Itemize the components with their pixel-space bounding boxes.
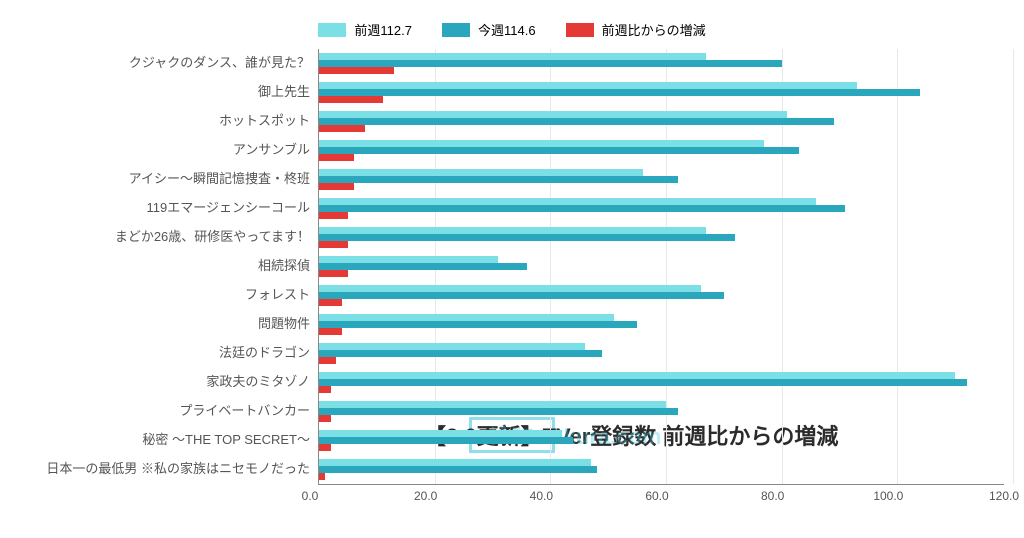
bar — [319, 350, 602, 357]
bar — [319, 466, 597, 473]
bar-row — [319, 194, 1004, 223]
bar — [319, 176, 678, 183]
bar — [319, 408, 678, 415]
y-axis-label: 日本一の最低男 ※私の家族はニセモノだった — [20, 455, 310, 484]
legend-item-delta: 前週比からの増減 — [566, 20, 706, 39]
bar — [319, 125, 365, 132]
bar — [319, 270, 348, 277]
bar — [319, 256, 498, 263]
bar — [319, 234, 735, 241]
y-axis-label: アイシー〜瞬間記憶捜査・柊班 — [20, 165, 310, 194]
x-axis: 0.020.040.060.080.0100.0120.0 — [310, 485, 1004, 505]
legend-item-curr: 今週114.6 — [442, 20, 536, 39]
bar — [319, 292, 724, 299]
bar — [319, 285, 701, 292]
bar — [319, 60, 782, 67]
bar — [319, 437, 573, 444]
bar — [319, 53, 706, 60]
bar — [319, 198, 816, 205]
bar-row — [319, 281, 1004, 310]
bar — [319, 67, 394, 74]
x-axis-tick: 80.0 — [761, 489, 784, 503]
bar — [319, 459, 591, 466]
bar-row — [319, 165, 1004, 194]
bar — [319, 299, 342, 306]
bar — [319, 118, 834, 125]
x-axis-tick: 40.0 — [530, 489, 553, 503]
y-axis-labels: クジャクのダンス、誰が見た？御上先生ホットスポットアンサンブルアイシー〜瞬間記憶… — [20, 49, 318, 485]
y-axis-label: 御上先生 — [20, 78, 310, 107]
bar — [319, 343, 585, 350]
bar — [319, 321, 637, 328]
plot-area: クジャクのダンス、誰が見た？御上先生ホットスポットアンサンブルアイシー〜瞬間記憶… — [20, 49, 1004, 485]
bar — [319, 89, 920, 96]
bar-row — [319, 455, 1004, 484]
legend-label: 今週114.6 — [478, 20, 536, 39]
y-axis-label: 法廷のドラゴン — [20, 339, 310, 368]
y-axis-label: 家政夫のミタゾノ — [20, 368, 310, 397]
bar-row — [319, 136, 1004, 165]
bar-row — [319, 223, 1004, 252]
x-axis-tick: 60.0 — [645, 489, 668, 503]
bar — [319, 372, 955, 379]
bar-row — [319, 368, 1004, 397]
legend-label: 前週112.7 — [354, 20, 412, 39]
bar-row — [319, 49, 1004, 78]
legend-swatch — [442, 23, 470, 37]
bar — [319, 328, 342, 335]
y-axis-label: ホットスポット — [20, 107, 310, 136]
bar-row — [319, 78, 1004, 107]
bar — [319, 96, 383, 103]
bar — [319, 140, 764, 147]
legend-label: 前週比からの増減 — [602, 20, 706, 39]
bar — [319, 82, 857, 89]
bar — [319, 227, 706, 234]
y-axis-label: アンサンブル — [20, 136, 310, 165]
y-axis-label: 相続探偵 — [20, 252, 310, 281]
bar — [319, 430, 562, 437]
y-axis-label: まどか26歳、研修医やってます！ — [20, 223, 310, 252]
y-axis-label: プライベートバンカー — [20, 397, 310, 426]
y-axis-label: 秘密 〜THE TOP SECRET〜 — [20, 426, 310, 455]
x-axis-tick: 100.0 — [873, 489, 903, 503]
bar — [319, 314, 614, 321]
bar-row — [319, 310, 1004, 339]
chart-legend: 前週112.7 今週114.6 前週比からの増減 — [20, 20, 1004, 39]
x-axis-tick: 20.0 — [414, 489, 437, 503]
bar — [319, 415, 331, 422]
y-axis-label: フォレスト — [20, 281, 310, 310]
bar — [319, 183, 354, 190]
gridline — [1013, 49, 1014, 484]
bar-row — [319, 252, 1004, 281]
bar-row — [319, 426, 1004, 455]
bar — [319, 379, 967, 386]
bar-row — [319, 339, 1004, 368]
bar — [319, 444, 331, 451]
bar-row — [319, 397, 1004, 426]
bar — [319, 169, 643, 176]
bars-area: 【2.6更新】TVer登録数 前週比からの増減 ﾄﾞﾗﾏ sakura.com — [318, 49, 1004, 485]
bar — [319, 386, 331, 393]
bar — [319, 263, 527, 270]
bar — [319, 357, 336, 364]
bar — [319, 212, 348, 219]
bar — [319, 241, 348, 248]
bar — [319, 473, 325, 480]
bar — [319, 111, 787, 118]
legend-item-prev: 前週112.7 — [318, 20, 412, 39]
legend-swatch — [318, 23, 346, 37]
x-axis-tick: 120.0 — [989, 489, 1019, 503]
bar — [319, 401, 666, 408]
x-axis-tick: 0.0 — [302, 489, 319, 503]
bar — [319, 147, 799, 154]
y-axis-label: 119エマージェンシーコール — [20, 194, 310, 223]
legend-swatch — [566, 23, 594, 37]
y-axis-label: 問題物件 — [20, 310, 310, 339]
bar — [319, 205, 845, 212]
bar-row — [319, 107, 1004, 136]
bar — [319, 154, 354, 161]
y-axis-label: クジャクのダンス、誰が見た？ — [20, 49, 310, 78]
chart-container: 前週112.7 今週114.6 前週比からの増減 クジャクのダンス、誰が見た？御… — [20, 20, 1004, 518]
